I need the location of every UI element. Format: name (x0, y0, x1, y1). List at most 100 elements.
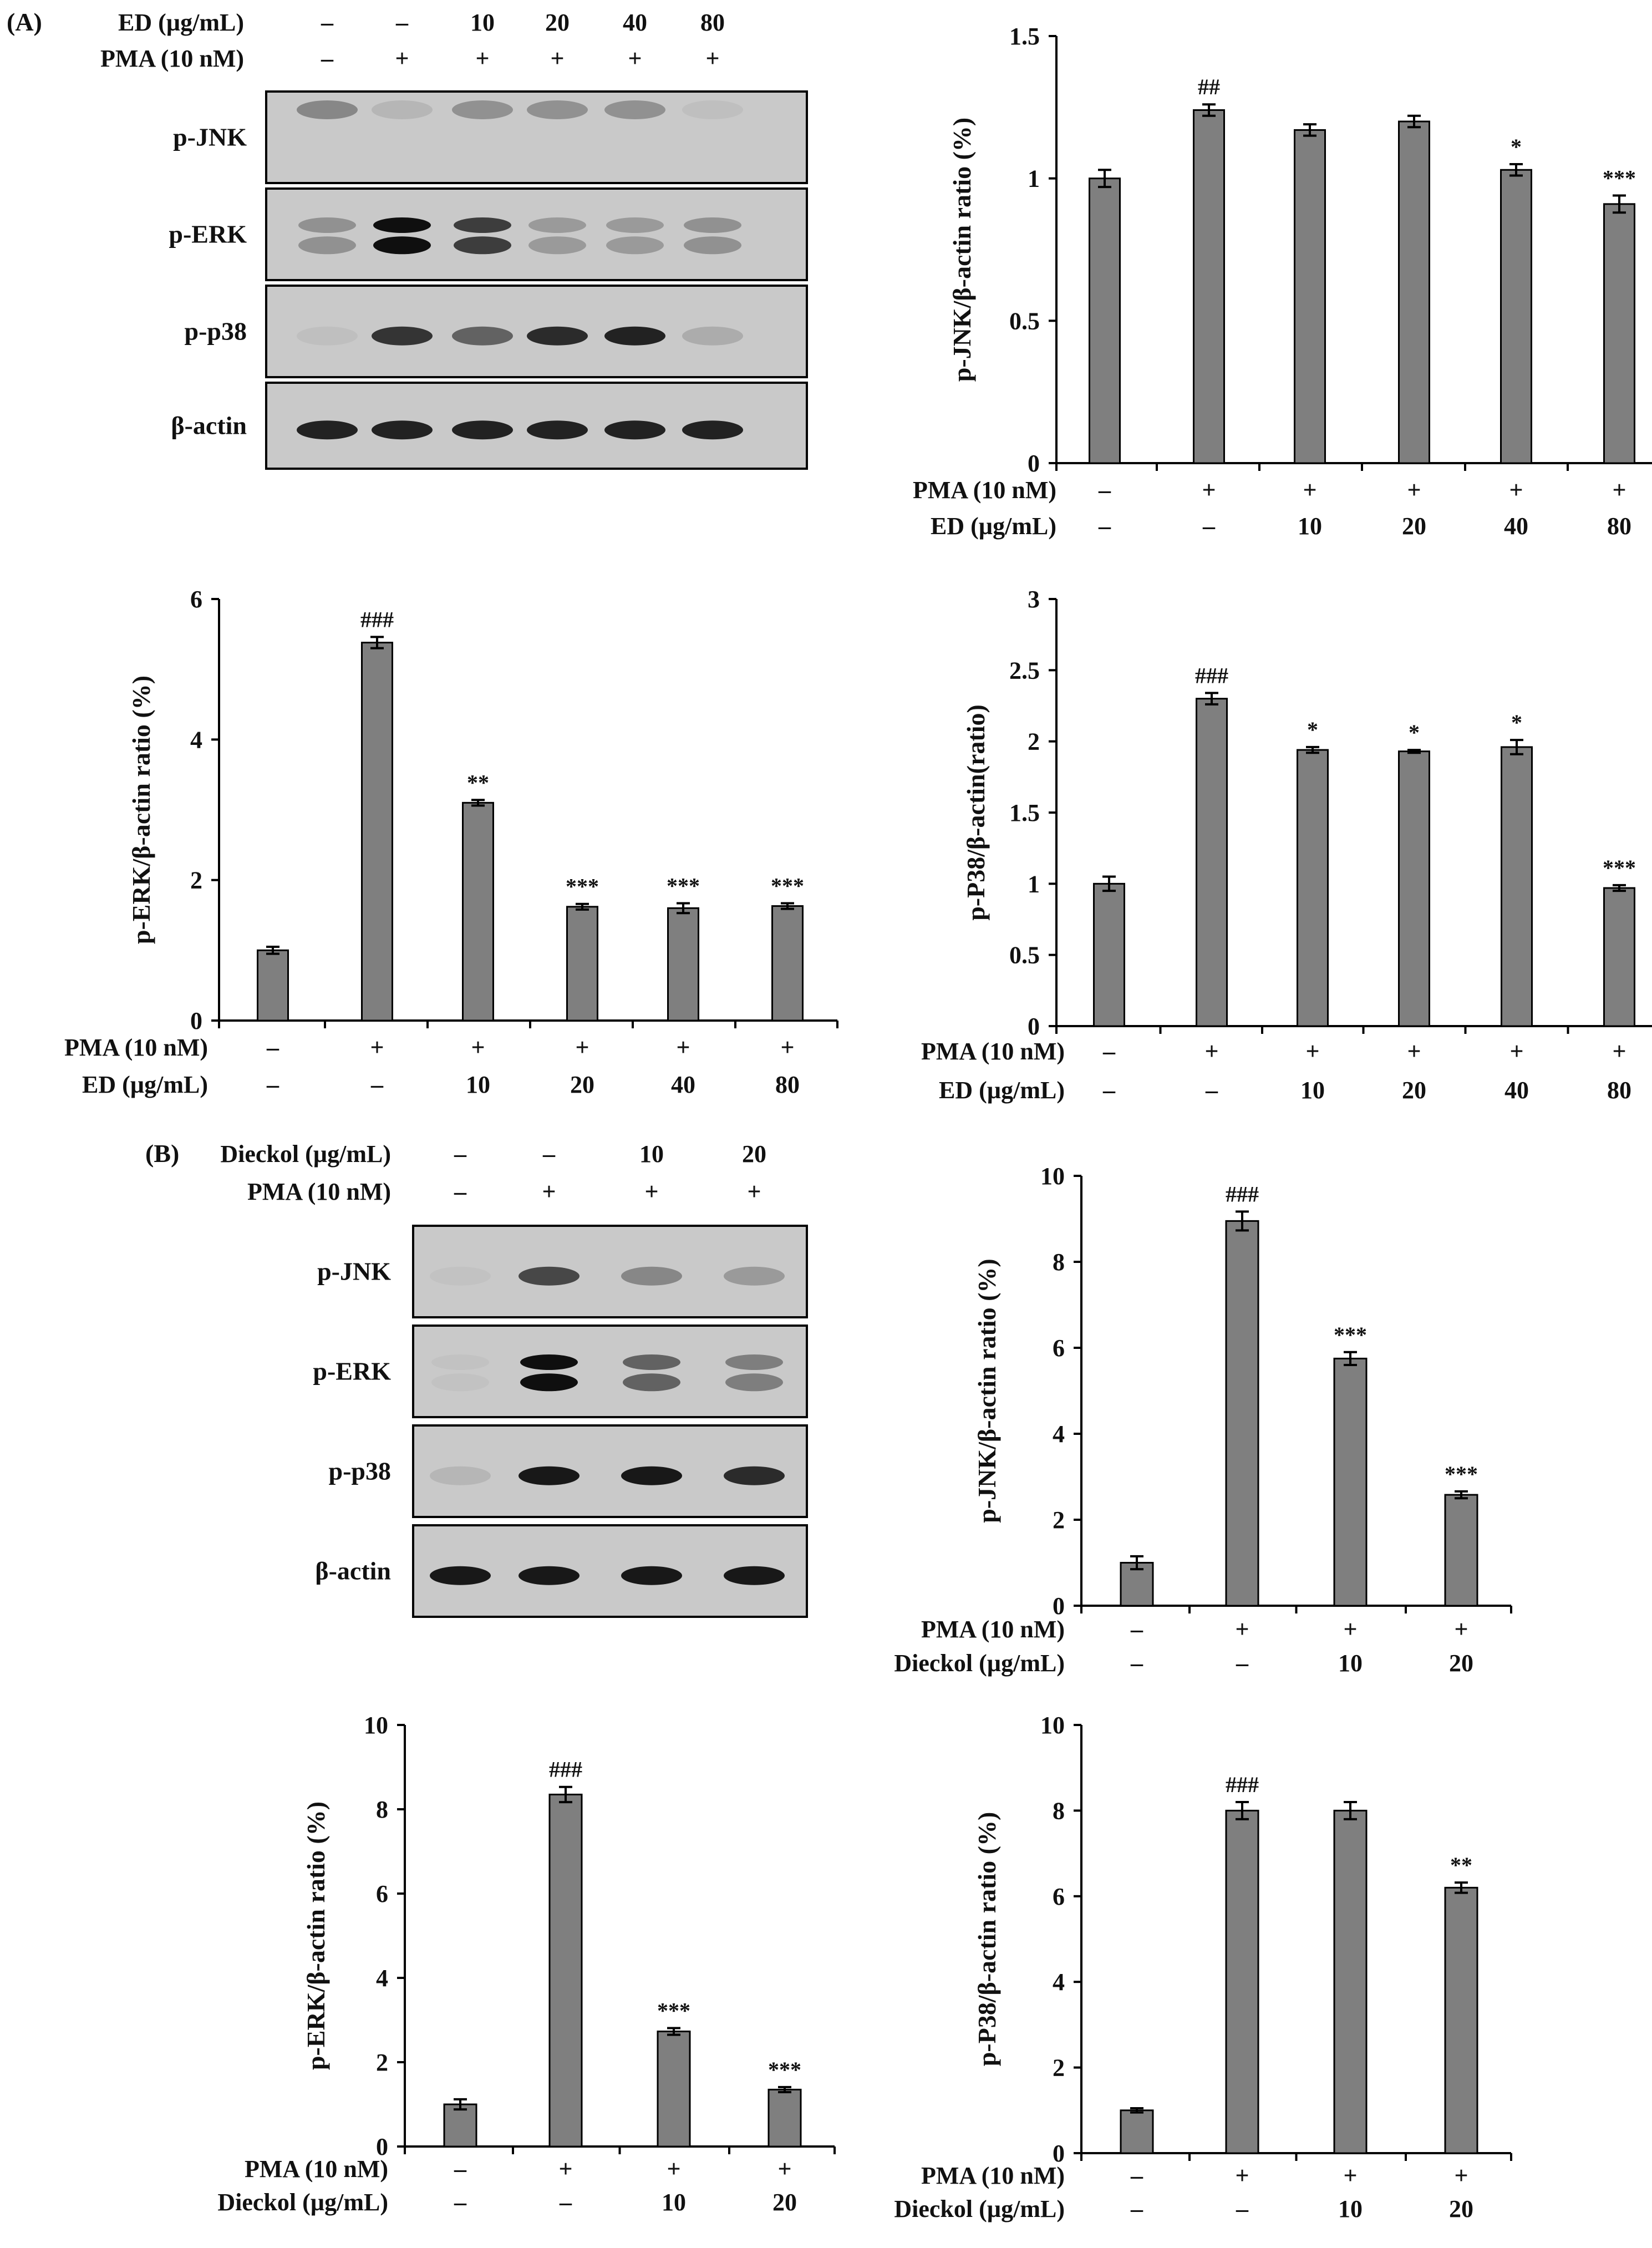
blot-header-ed-value: 20 (545, 9, 570, 36)
bar (1500, 169, 1532, 464)
bar (1444, 1886, 1478, 2154)
row2-value: – (1202, 512, 1216, 540)
blot-band (725, 1373, 783, 1392)
blot-band (430, 1266, 491, 1286)
row2-value: 10 (1300, 1077, 1325, 1104)
western-blot-panelA: (A) ED (µg/mL) – – 10 20 40 80 PMA (10 nM) – + + + + +… (7, 8, 808, 470)
bar (1294, 129, 1326, 464)
row1-value: – (1098, 476, 1111, 504)
blot-band (520, 1373, 578, 1392)
y-tick-label: 2 (376, 2049, 388, 2076)
y-tick-label: 6 (376, 1880, 388, 1907)
row1-value: – (1130, 1616, 1143, 1643)
y-tick-label: 1.5 (1009, 23, 1040, 50)
blot-header-pma-value: + (550, 45, 564, 72)
blot-header-pma-value: + (542, 1178, 556, 1205)
row2-value: – (1130, 1650, 1143, 1677)
row1-value: + (1454, 2162, 1468, 2189)
y-tick-label: 0.5 (1009, 307, 1040, 334)
y-tick-label: 0 (1028, 450, 1040, 477)
significance-marker: * (1511, 134, 1522, 159)
blot-header-pma-value: – (454, 1178, 467, 1205)
y-tick-label: 2 (1053, 2054, 1065, 2082)
y-tick-label: 0 (1053, 1592, 1065, 1620)
bar (1444, 1494, 1478, 1607)
blot-band (519, 1466, 580, 1485)
blot-band (373, 217, 431, 233)
blot-band (297, 326, 358, 346)
blot-band (606, 236, 664, 255)
bar (1398, 120, 1430, 464)
blot-band (682, 326, 743, 346)
row1-label: PMA (10 nM) (921, 1038, 1065, 1065)
significance-marker: *** (1445, 1462, 1478, 1486)
significance-marker: *** (1603, 165, 1636, 190)
row1-value: + (1235, 1616, 1249, 1643)
blot-band (430, 1566, 491, 1585)
blot-header-pma-value: + (395, 45, 409, 72)
significance-marker: *** (771, 873, 804, 898)
blot-band (724, 1466, 785, 1485)
row1-value: + (1343, 1616, 1357, 1643)
row2-value: – (1102, 1077, 1116, 1104)
blot-header-dieckol-value: 20 (742, 1140, 766, 1168)
blot-band (684, 217, 741, 233)
row2-value: 10 (1338, 1650, 1363, 1677)
y-axis-label: p-JNK/β-actin ratio (%) (948, 118, 976, 382)
blot-header-ed-value: – (321, 9, 334, 36)
blot-band (431, 1373, 489, 1392)
bar (1333, 1809, 1368, 2154)
blot-band (430, 1466, 491, 1485)
y-tick-label: 10 (1040, 1163, 1065, 1190)
row2-value: 20 (1402, 512, 1426, 540)
bar (566, 906, 598, 1022)
blot-band (452, 326, 513, 346)
bar-chart-A-pERK: 0 2 4 6 p-ERK/β-actin ratio (%) – – ### + – ** +10 *… (64, 586, 838, 1098)
row2-label: ED (µg/mL) (939, 1077, 1065, 1104)
y-tick-label: 6 (1053, 1883, 1065, 1910)
row1-value: + (1235, 2162, 1249, 2189)
y-tick-label: 3 (1028, 586, 1040, 613)
y-axis-label: p-ERK/β-actin ratio (%) (302, 1802, 330, 2070)
y-tick-label: 2 (190, 867, 202, 894)
row2-value: 80 (1607, 1077, 1631, 1104)
row1-value: + (667, 2155, 680, 2183)
row2-value: – (370, 1071, 384, 1098)
bar (548, 1793, 583, 2148)
blot-band (373, 236, 431, 255)
blot-row-label: p-ERK (313, 1357, 391, 1386)
blot-header-pma-value: + (628, 45, 642, 72)
blot-header-ed-value: 10 (470, 9, 495, 36)
y-tick-label: 0.5 (1009, 942, 1040, 969)
bar-chart-B-pP38: 0 2 4 6 8 10 p-P38/β-actin ratio (%) – – ### + – +10… (894, 1712, 1512, 2222)
row2-value: – (1130, 2195, 1143, 2222)
bar-chart-B-pJNK: 0 2 4 6 8 10 p-JNK/β-actin ratio (%) – – ### + – ***… (894, 1163, 1512, 1677)
bar (462, 801, 494, 1022)
blot-header-pma-label: PMA (10 nM) (247, 1178, 391, 1205)
blot-band (297, 100, 358, 119)
row1-value: + (1202, 476, 1216, 504)
row1-value: + (777, 2155, 791, 2183)
row2-value: 10 (1338, 2195, 1363, 2222)
y-tick-label: 8 (1053, 1249, 1065, 1276)
bar (1089, 177, 1121, 464)
bar-chart-A-pJNK: 0 0.5 1 1.5 p-JNK/β-actin ratio (%) – – ## + – +10… (913, 23, 1652, 540)
row1-value: + (1612, 476, 1626, 504)
row1-value: + (558, 2155, 572, 2183)
row1-value: + (575, 1034, 589, 1061)
bar (1093, 882, 1125, 1027)
significance-marker: *** (657, 1998, 690, 2023)
row2-value: 40 (671, 1071, 695, 1098)
blot-band (298, 217, 356, 233)
y-tick-label: 6 (1053, 1334, 1065, 1362)
bar (257, 949, 289, 1022)
significance-marker: ### (1226, 1181, 1259, 1206)
blot-strip (412, 1325, 808, 1418)
row2-label: ED (µg/mL) (82, 1071, 208, 1098)
blot-row-label: p-JNK (317, 1257, 391, 1286)
significance-marker: ### (1195, 663, 1228, 688)
y-tick-label: 4 (190, 726, 202, 753)
y-axis-label: p-JNK/β-actin ratio (%) (973, 1259, 1001, 1523)
blot-row-label: p-p38 (329, 1457, 391, 1485)
